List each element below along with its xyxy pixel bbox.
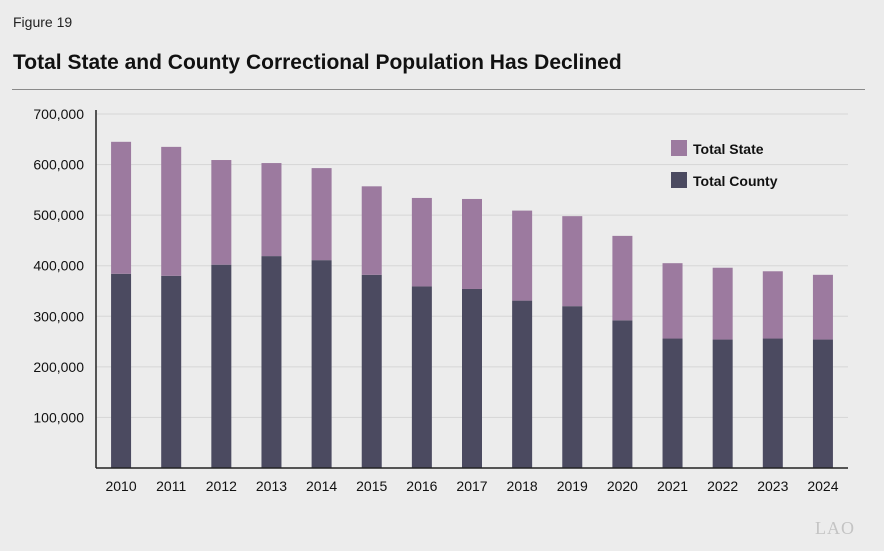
axes bbox=[95, 110, 848, 469]
y-tick-label: 300,000 bbox=[33, 308, 84, 324]
bar-county-2018 bbox=[512, 300, 533, 468]
legend-label: Total County bbox=[693, 173, 778, 189]
legend-label: Total State bbox=[693, 141, 764, 157]
bar-county-2014 bbox=[311, 260, 332, 468]
bar-state-2012 bbox=[211, 160, 232, 265]
bar-county-2019 bbox=[562, 306, 583, 468]
bar-county-2023 bbox=[762, 338, 783, 468]
y-tick-label: 100,000 bbox=[33, 409, 84, 425]
bar-state-2016 bbox=[411, 197, 432, 287]
y-tick-label: 600,000 bbox=[33, 157, 84, 173]
x-tick-label: 2019 bbox=[557, 478, 588, 494]
x-tick-label: 2016 bbox=[406, 478, 437, 494]
figure-label: Figure 19 bbox=[13, 14, 73, 30]
bar-county-2024 bbox=[812, 339, 833, 468]
x-tick-label: 2011 bbox=[156, 478, 186, 494]
bar-state-2011 bbox=[161, 146, 182, 276]
y-tick-label: 500,000 bbox=[33, 207, 84, 223]
y-tick-label: 700,000 bbox=[33, 106, 84, 122]
bar-county-2012 bbox=[211, 264, 232, 468]
bar-county-2021 bbox=[662, 338, 683, 468]
bar-county-2017 bbox=[462, 288, 482, 468]
bar-county-2022 bbox=[712, 339, 733, 468]
bar-county-2020 bbox=[612, 320, 633, 468]
x-tick-label: 2015 bbox=[356, 478, 387, 494]
bar-state-2010 bbox=[111, 141, 132, 274]
x-tick-label: 2018 bbox=[507, 478, 538, 494]
bar-state-2019 bbox=[562, 216, 583, 307]
x-tick-label: 2014 bbox=[306, 478, 337, 494]
x-tick-label: 2010 bbox=[105, 478, 136, 494]
x-tick-label: 2023 bbox=[757, 478, 788, 494]
bar-state-2018 bbox=[512, 210, 533, 301]
x-tick-label: 2021 bbox=[657, 478, 688, 494]
title-divider bbox=[12, 89, 865, 90]
bar-state-2022 bbox=[712, 267, 733, 340]
bars bbox=[111, 141, 833, 468]
bar-state-2021 bbox=[662, 263, 683, 339]
legend-swatch-total-state bbox=[671, 140, 687, 156]
bar-county-2013 bbox=[261, 256, 282, 468]
bar-state-2023 bbox=[762, 271, 783, 339]
bar-state-2024 bbox=[812, 274, 833, 340]
bar-county-2015 bbox=[361, 274, 382, 468]
bar-county-2010 bbox=[111, 273, 132, 468]
legend-swatch-total-county bbox=[671, 172, 687, 188]
lao-watermark: LAO bbox=[815, 518, 855, 538]
bar-state-2015 bbox=[361, 186, 382, 275]
y-tick-label: 200,000 bbox=[33, 359, 84, 375]
x-tick-label: 2017 bbox=[456, 478, 487, 494]
x-tick-label: 2013 bbox=[256, 478, 287, 494]
bar-county-2016 bbox=[411, 286, 432, 468]
y-tick-label: 400,000 bbox=[33, 258, 84, 274]
x-axis-tick-labels: 2010 2011 2012 2013 2014 2015 2016 2017 2018 2019… bbox=[105, 478, 838, 494]
x-tick-label: 2020 bbox=[607, 478, 638, 494]
x-tick-label: 2024 bbox=[807, 478, 838, 494]
x-tick-label: 2022 bbox=[707, 478, 738, 494]
x-tick-label: 2012 bbox=[206, 478, 237, 494]
bar-state-2013 bbox=[261, 163, 282, 257]
bar-state-2020 bbox=[612, 235, 633, 321]
bar-state-2017 bbox=[462, 198, 482, 289]
chart-title: Total State and County Correctional Popu… bbox=[13, 51, 622, 74]
bar-county-2011 bbox=[161, 275, 182, 468]
bar-state-2014 bbox=[311, 168, 332, 261]
y-axis-tick-labels: 100,000 200,000 300,000 400,000 500,000 600,0… bbox=[33, 106, 84, 425]
legend: Total State Total County bbox=[671, 140, 778, 189]
